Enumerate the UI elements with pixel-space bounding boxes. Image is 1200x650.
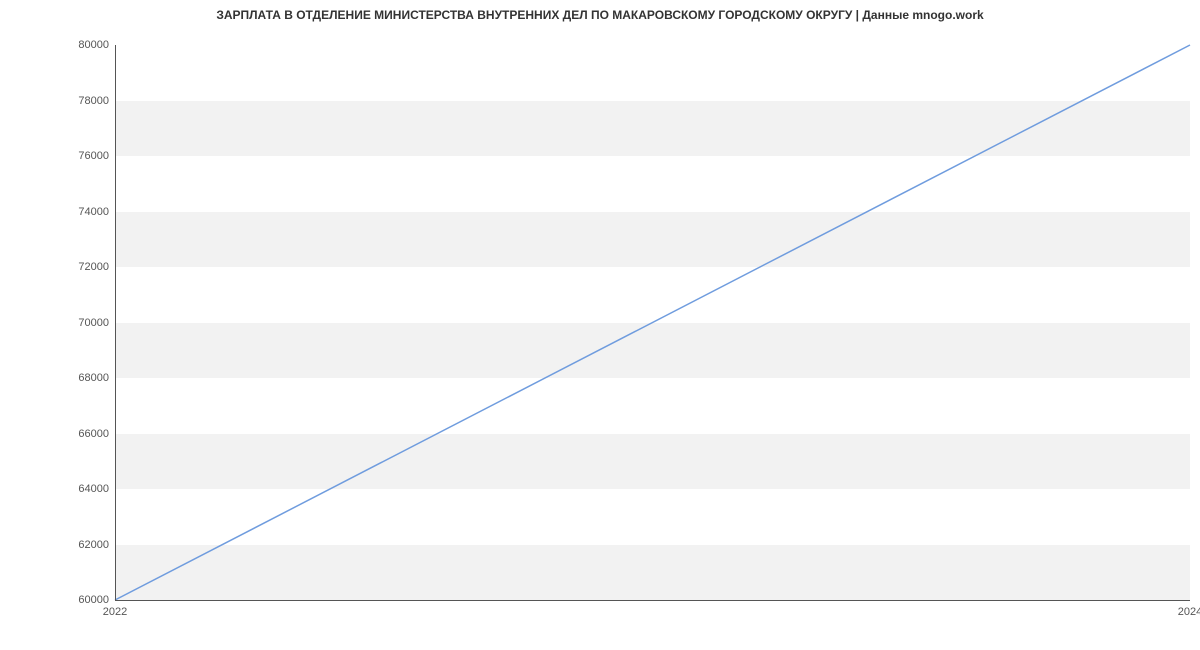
- line-series: [115, 45, 1190, 600]
- chart-container: ЗАРПЛАТА В ОТДЕЛЕНИЕ МИНИСТЕРСТВА ВНУТРЕ…: [0, 0, 1200, 650]
- y-tick-label: 72000: [78, 261, 115, 273]
- plot-area: 6000062000640006600068000700007200074000…: [115, 45, 1190, 600]
- y-tick-label: 70000: [78, 317, 115, 329]
- x-axis-line: [115, 600, 1190, 601]
- y-tick-label: 80000: [78, 39, 115, 51]
- y-tick-label: 68000: [78, 372, 115, 384]
- x-tick-label: 2024: [1178, 600, 1200, 618]
- y-axis-line: [115, 45, 116, 600]
- x-tick-label: 2022: [103, 600, 127, 618]
- y-tick-label: 64000: [78, 483, 115, 495]
- y-tick-label: 76000: [78, 150, 115, 162]
- chart-title: ЗАРПЛАТА В ОТДЕЛЕНИЕ МИНИСТЕРСТВА ВНУТРЕ…: [0, 8, 1200, 22]
- y-tick-label: 62000: [78, 539, 115, 551]
- y-tick-label: 74000: [78, 206, 115, 218]
- y-tick-label: 78000: [78, 95, 115, 107]
- y-tick-label: 66000: [78, 428, 115, 440]
